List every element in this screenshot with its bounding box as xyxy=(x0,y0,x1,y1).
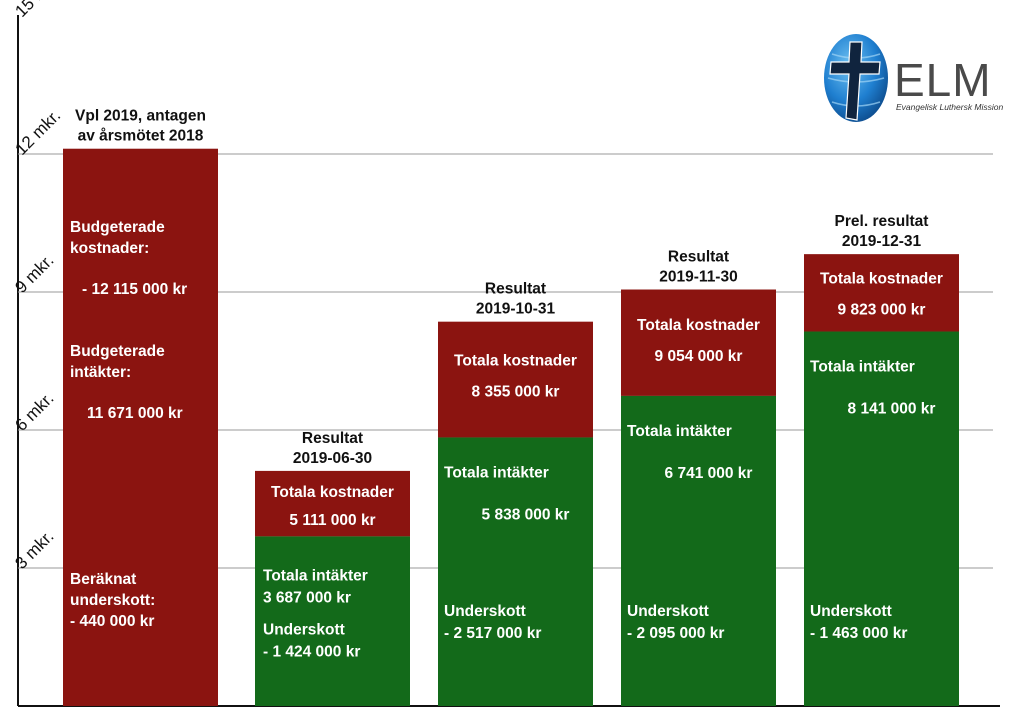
bar-label: - 2 517 000 kr xyxy=(444,625,541,642)
bar-group: Prel. resultat 2019-12-31 Totala kostnader… xyxy=(804,213,959,706)
bar-label: - 12 115 000 kr xyxy=(82,281,187,298)
bar-label: 5 111 000 kr xyxy=(289,512,375,529)
bar-title: av årsmötet 2018 xyxy=(78,128,204,145)
bar-label: underskott: xyxy=(70,592,155,609)
bar-title: 2019-11-30 xyxy=(659,269,737,286)
bar-label: Underskott xyxy=(444,603,526,620)
bar-label: intäkter: xyxy=(70,364,131,381)
bar-label: 9 054 000 kr xyxy=(655,348,743,365)
bar-title: Vpl 2019, antagen xyxy=(75,108,206,125)
bar-label: kostnader: xyxy=(70,240,149,257)
bar-label: Underskott xyxy=(263,621,345,638)
bar-title: Resultat xyxy=(668,249,729,266)
bar-group: Resultat 2019-10-31 Totala kostnader 8 355 … xyxy=(438,281,593,706)
bar-label: - 1 424 000 kr xyxy=(263,643,360,660)
bar-label: 3 687 000 kr xyxy=(263,589,351,606)
bar-label: Totala kostnader xyxy=(637,317,760,334)
bar-label: 6 741 000 kr xyxy=(665,465,753,482)
costs-segment xyxy=(438,321,593,438)
bar-label: Totala intäkter xyxy=(627,423,732,440)
logo-subtitle: Evangelisk Luthersk Mission xyxy=(896,102,1004,112)
bar-title: Resultat xyxy=(485,281,546,298)
bars: Vpl 2019, antagen av årsmötet 2018 Budgete… xyxy=(63,108,959,706)
costs-segment xyxy=(621,289,776,396)
bar-label: Totala intäkter xyxy=(444,464,549,481)
bar-label: 8 141 000 kr xyxy=(848,401,936,418)
bar-label: Totala intäkter xyxy=(810,359,915,376)
bar-title: 2019-06-30 xyxy=(293,450,372,467)
bar-label: 8 355 000 kr xyxy=(472,384,560,401)
income-segment xyxy=(438,437,593,706)
bar-label: 5 838 000 kr xyxy=(482,506,570,523)
income-segment xyxy=(804,331,959,706)
costs-segment xyxy=(804,254,959,332)
bar-label: Totala kostnader xyxy=(271,484,394,501)
income-segment xyxy=(255,536,410,706)
bar-label: Totala intäkter xyxy=(263,567,368,584)
bar-label: Totala kostnader xyxy=(820,271,943,288)
bar-label: Underskott xyxy=(627,603,709,620)
budget-bar xyxy=(63,148,218,706)
bar-title: 2019-10-31 xyxy=(476,301,556,318)
y-tick-label: 15 mkr. xyxy=(11,0,64,21)
bar-label: Budgeterade xyxy=(70,343,165,360)
y-tick-labels: 3 mkr.6 mkr.9 mkr.12 mkr.15 mkr. xyxy=(11,0,64,573)
bar-label: Beräknat xyxy=(70,571,136,588)
bar-group: Resultat 2019-06-30 Totala kostnader 5 111 … xyxy=(255,430,410,706)
bar-label: Totala kostnader xyxy=(454,353,577,370)
bar-label: - 440 000 kr xyxy=(70,613,154,630)
bar-title: Prel. resultat xyxy=(835,213,929,230)
logo-name: ELM xyxy=(894,54,992,106)
costs-segment xyxy=(255,470,410,537)
bar-group: Vpl 2019, antagen av årsmötet 2018 Budgete… xyxy=(63,108,218,706)
bar-label: Budgeterade xyxy=(70,219,165,236)
bar-title: 2019-12-31 xyxy=(842,233,922,250)
bar-label: 11 671 000 kr xyxy=(87,405,183,422)
elm-logo: ELM Evangelisk Luthersk Mission xyxy=(824,34,1004,122)
income-segment xyxy=(621,395,776,706)
bar-label: - 2 095 000 kr xyxy=(627,625,724,642)
bar-group: Resultat 2019-11-30 Totala kostnader 9 054 … xyxy=(621,249,776,706)
bar-label: - 1 463 000 kr xyxy=(810,625,907,642)
bar-label: Underskott xyxy=(810,603,892,620)
bar-title: Resultat xyxy=(302,430,363,447)
cross-globe-icon xyxy=(824,34,888,122)
y-tick-label: 12 mkr. xyxy=(11,106,64,159)
bar-label: 9 823 000 kr xyxy=(838,302,926,319)
